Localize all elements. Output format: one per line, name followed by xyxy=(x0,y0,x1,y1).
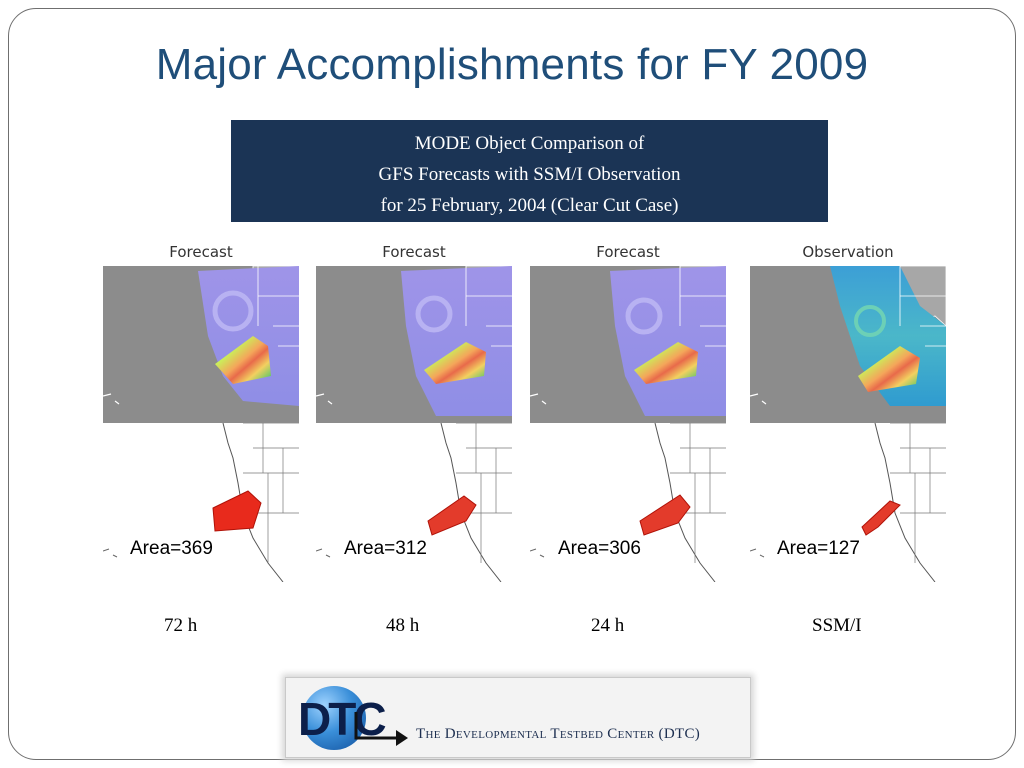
panel-title: Forecast xyxy=(169,243,233,261)
forecast-field-map xyxy=(530,266,726,423)
arrow-right-icon xyxy=(354,712,408,746)
panel-title: Observation xyxy=(802,243,894,261)
object-area-label: Area=127 xyxy=(774,538,863,560)
lead-time-label-ssmi: SSM/I xyxy=(812,615,862,636)
panel-forecast-48h: Forecast Area=312 xyxy=(316,240,512,582)
panel-title: Forecast xyxy=(596,243,660,261)
dtc-logo-banner: DTC The Developmental Testbed Center (DT… xyxy=(285,677,751,758)
panel-title: Forecast xyxy=(382,243,446,261)
panel-forecast-72h: Forecast Area=369 xyxy=(103,240,299,582)
figure-caption-box: MODE Object Comparison of GFS Forecasts … xyxy=(231,120,828,222)
lead-time-label-24h: 24 h xyxy=(591,615,625,636)
logo-letters: DTC xyxy=(298,693,387,745)
object-area-label: Area=369 xyxy=(127,538,216,560)
logo-text: The Developmental Testbed Center (DTC) xyxy=(416,726,701,742)
forecast-field-map xyxy=(103,266,299,423)
observation-field-map xyxy=(750,266,946,423)
forecast-field-map xyxy=(316,266,512,423)
caption-line-2: GFS Forecasts with SSM/I Observation xyxy=(378,164,681,185)
object-area-label: Area=306 xyxy=(555,538,644,560)
slide-title: Major Accomplishments for FY 2009 xyxy=(155,40,869,89)
panel-forecast-24h: Forecast Area=306 xyxy=(530,240,726,582)
lead-time-label-72h: 72 h xyxy=(164,615,198,636)
caption-line-1: MODE Object Comparison of xyxy=(414,133,645,154)
object-area-label: Area=312 xyxy=(341,538,430,560)
panel-observation: Observation Area=127 xyxy=(750,240,946,582)
caption-line-3: for 25 February, 2004 (Clear Cut Case) xyxy=(380,195,679,216)
lead-time-label-48h: 48 h xyxy=(386,615,420,636)
